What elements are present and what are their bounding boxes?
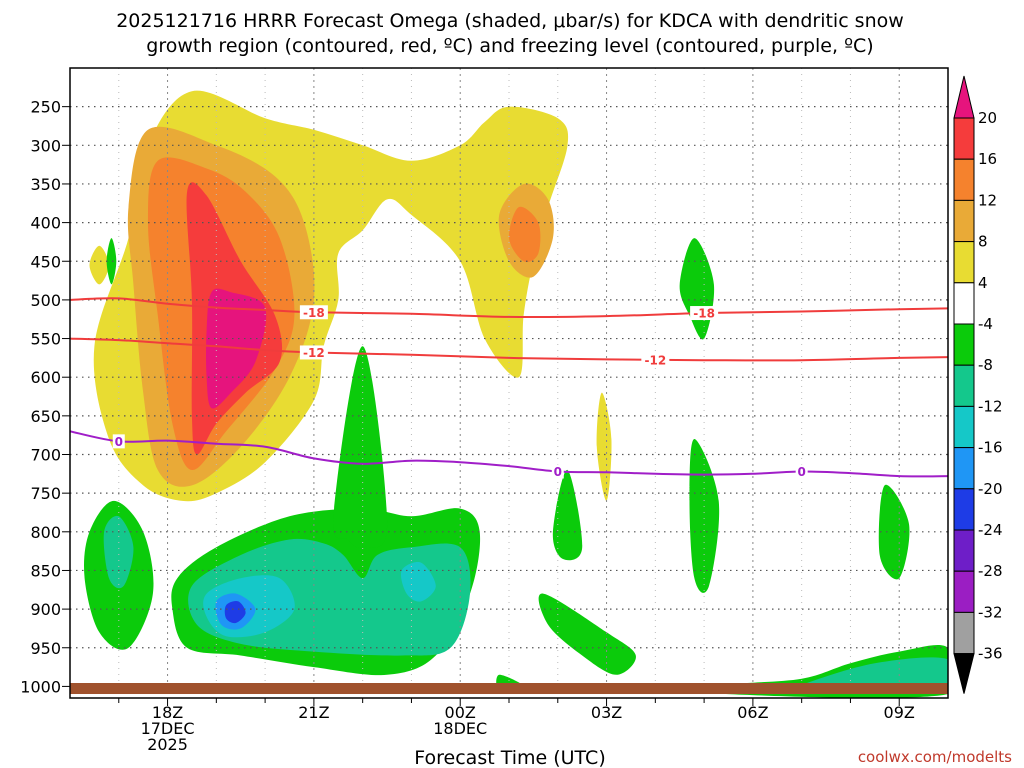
colorbar-label: -28 (978, 562, 1003, 580)
colorbar-swatch (953, 447, 975, 490)
colorbar-swatch (953, 117, 975, 160)
y-tick-label: 850 (30, 561, 61, 580)
dendritic-top-line (70, 297, 948, 319)
freezing-level-label: 0 (115, 435, 123, 449)
colorbar-swatch (953, 158, 975, 201)
colorbar-swatch (953, 405, 975, 449)
y-tick-label: 450 (30, 252, 61, 271)
y-tick-label: 900 (30, 600, 61, 619)
colorbar-swatch (953, 529, 975, 572)
y-tick-label: 700 (30, 446, 61, 465)
omega-region-12 (106, 238, 117, 285)
colorbar-label: -32 (978, 603, 1003, 621)
y-tick-label: 1000 (20, 677, 61, 696)
omega-region-2 (596, 392, 612, 501)
colorbar-label: -24 (978, 521, 1003, 539)
colorbar-label: -12 (978, 397, 1003, 415)
freezing-level-label-bg (112, 434, 125, 449)
colorbar-label: 12 (978, 191, 997, 209)
omega-shading-layer (84, 90, 948, 698)
colorbar-swatch (953, 241, 975, 284)
colorbar-label: -16 (978, 439, 1003, 457)
colorbar-label: -20 (978, 480, 1003, 498)
x-tick-label: 06Z (737, 703, 768, 722)
colorbar-swatch (953, 282, 975, 325)
x-tick-label: 17DEC (141, 719, 195, 738)
x-tick-label: 00Z (445, 703, 476, 722)
omega-region-14 (689, 439, 720, 593)
dendritic-bottom-label-bg (299, 345, 328, 360)
y-tick-label: 750 (30, 484, 61, 503)
colorbar-swatch (953, 323, 975, 366)
x-axis-label: Forecast Time (UTC) (414, 747, 605, 768)
x-tick-label: 18Z (152, 703, 183, 722)
omega-region-21 (103, 515, 134, 589)
omega-region-26 (224, 601, 246, 624)
dendritic-top-label-bg (299, 305, 328, 320)
dendritic-top-label: -18 (693, 307, 715, 321)
freezing-level-label: 0 (797, 465, 805, 479)
x-tick-label: 21Z (298, 703, 329, 722)
dendritic-bottom-label-bg (641, 352, 670, 367)
omega-region-1 (89, 245, 109, 285)
colorbar-swatch (953, 570, 975, 613)
credit-text: coolwx.com/modelts (858, 748, 1012, 766)
colorbar-label: 4 (978, 274, 988, 292)
omega-region-24 (400, 562, 436, 602)
y-axis: 250 300 350 400 450 500 550 600 650 700 750 800 850 9… (20, 98, 70, 696)
x-tick-label: 2025 (147, 735, 188, 754)
colorbar-swatch (953, 364, 975, 407)
colorbar: 20 16 12 8 4 -4 -8 -12 -16 -20 -24 -28 -32 -36 (953, 75, 1003, 694)
freezing-level-label: 0 (554, 465, 562, 479)
ground-bar (70, 683, 948, 694)
dendritic-bottom-label: -12 (303, 346, 325, 360)
chart-title-line1: 2025121716 HRRR Forecast Omega (shaded, … (116, 10, 904, 32)
omega-region-17 (878, 484, 910, 580)
y-tick-label: 250 (30, 98, 61, 117)
y-tick-label: 300 (30, 136, 61, 155)
colorbar-swatch (953, 199, 975, 243)
colorbar-swatch (953, 611, 975, 655)
y-tick-label: 500 (30, 291, 61, 310)
colorbar-label: 20 (978, 109, 997, 127)
dendritic-top-label: -18 (303, 306, 325, 320)
y-tick-label: 600 (30, 368, 61, 387)
chart-title-line2: growth region (contoured, red, ºC) and f… (146, 35, 873, 57)
dendritic-bottom-label: -12 (644, 353, 666, 367)
colorbar-top-arrow (953, 75, 975, 119)
x-tick-label: 09Z (884, 703, 915, 722)
plot-area: -18 -18 -12 -12 0 0 0 (69, 67, 949, 699)
y-tick-label: 800 (30, 523, 61, 542)
y-tick-label: 400 (30, 214, 61, 233)
y-tick-label: 350 (30, 175, 61, 194)
colorbar-swatch (953, 488, 975, 531)
dendritic-top-label-bg (690, 306, 719, 321)
freezing-level-label-bg (795, 464, 808, 479)
colorbar-label: -36 (978, 645, 1003, 663)
omega-region-6 (508, 206, 541, 263)
freezing-level-label-bg (551, 464, 564, 479)
x-tick-label: 18DEC (433, 719, 487, 738)
colorbar-label: 16 (978, 150, 997, 168)
colorbar-label: 8 (978, 233, 988, 251)
omega-region-10 (333, 346, 388, 548)
y-tick-label: 650 (30, 407, 61, 426)
omega-region-15 (552, 469, 583, 561)
dendritic-bottom-line (70, 337, 948, 362)
x-tick-label: 03Z (591, 703, 622, 722)
colorbar-label: -8 (978, 356, 993, 374)
y-tick-label: 550 (30, 330, 61, 349)
grid-layer (70, 68, 948, 698)
omega-region-16 (538, 593, 636, 675)
colorbar-label: -4 (978, 315, 993, 333)
colorbar-bottom-arrow (953, 653, 975, 694)
y-tick-label: 950 (30, 639, 61, 658)
contour-layer: -18 -18 -12 -12 0 0 0 (70, 297, 948, 479)
